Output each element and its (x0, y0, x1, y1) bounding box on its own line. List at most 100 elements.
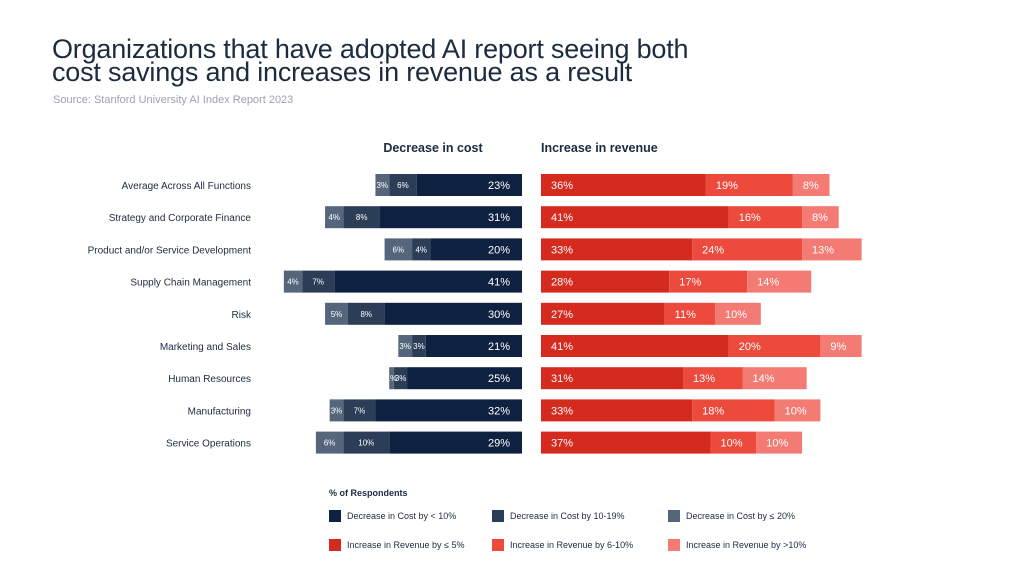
bar-revenue-segment (669, 270, 748, 293)
bar-revenue-segment (742, 367, 807, 390)
bar-cost-label: 4% (415, 245, 427, 254)
bar-cost-segment (315, 431, 344, 454)
bar-revenue-segment (664, 302, 716, 325)
chart-source: Source: Stanford University AI Index Rep… (53, 94, 294, 106)
legend-title: % of Respondents (329, 488, 408, 498)
bar-cost-label: 8% (356, 213, 368, 222)
bar-cost-segment (343, 431, 390, 454)
bar-cost-label: 20% (488, 244, 510, 256)
bar-revenue-segment (728, 206, 803, 229)
bar-cost-label: 4% (287, 278, 299, 287)
bar-cost-label: 6% (393, 245, 405, 254)
bar-cost-segment (283, 270, 303, 293)
bar-revenue-label: 33% (551, 244, 573, 256)
legend-swatch (668, 509, 680, 522)
bar-cost-segment (416, 174, 522, 196)
bar-cost-label: 7% (354, 406, 366, 415)
bar-cost-label: 23% (488, 180, 510, 192)
bar-cost-label: 6% (324, 439, 336, 448)
bar-revenue-label: 9% (830, 341, 846, 353)
bar-cost-segment (343, 206, 381, 229)
bar-revenue-segment (820, 335, 862, 357)
bar-revenue-label: 20% (739, 341, 761, 353)
bar-revenue-segment (541, 302, 665, 325)
legend-label: Decrease in Cost by ≤ 20% (686, 510, 795, 521)
bar-cost-segment (325, 206, 344, 229)
bar-revenue-label: 36% (551, 180, 573, 192)
bar-cost-label: 10% (358, 439, 374, 448)
legend-swatch (329, 509, 341, 522)
chart-title-line-1: Organizations that have adopted AI repor… (52, 34, 689, 64)
legend-swatch (492, 538, 504, 551)
bar-revenue-segment (682, 367, 743, 390)
bar-revenue-segment (747, 270, 812, 293)
bar-cost-label: 3% (399, 342, 411, 351)
legend-label: Increase in Revenue by >10% (686, 539, 807, 550)
legend-item: Decrease in Cost by 10-19% (492, 509, 625, 522)
bar-cost-label: 41% (488, 277, 510, 289)
bar-cost-segment (389, 431, 522, 454)
bar-cost-segment (325, 302, 348, 325)
legend-label: Decrease in Cost by < 10% (347, 510, 457, 521)
bar-revenue-segment (541, 367, 683, 390)
bar-cost-segment (407, 367, 522, 390)
bar-revenue-segment (541, 206, 729, 229)
bar-cost-segment (412, 335, 426, 357)
bar-revenue-segment (728, 335, 821, 357)
bar-cost-label: 6% (397, 181, 409, 190)
bar-revenue-label: 13% (693, 373, 715, 385)
bar-revenue-label: 27% (551, 309, 573, 321)
bar-revenue-segment (541, 238, 693, 261)
bar-revenue-segment (774, 399, 821, 422)
bar-cost-label: 3% (331, 406, 343, 415)
bar-cost-segment (375, 174, 390, 196)
legend-swatch (668, 538, 680, 551)
bar-revenue-segment (692, 399, 775, 422)
bar-revenue-segment (792, 174, 830, 196)
bar-revenue-label: 24% (702, 244, 724, 256)
bar-revenue-label: 11% (675, 309, 696, 321)
bar-revenue-label: 31% (551, 373, 573, 385)
legend-swatch (492, 509, 504, 522)
bar-revenue-label: 17% (679, 277, 701, 289)
bar-revenue-segment (541, 335, 729, 357)
bar-revenue-label: 19% (716, 180, 738, 192)
bar-cost-segment (425, 335, 522, 357)
bar-revenue-label: 18% (702, 405, 724, 417)
bar-revenue-segment (705, 174, 793, 196)
bar-cost-label: 21% (488, 341, 510, 353)
legend-label: Increase in Revenue by ≤ 5% (347, 539, 465, 550)
category-label: Average Across All Functions (122, 181, 251, 192)
bar-cost-label: 3% (413, 342, 425, 351)
chart-title-line-2: cost savings and increases in revenue as… (52, 57, 633, 87)
category-label: Human Resources (168, 374, 251, 385)
bar-cost-label: 3% (377, 181, 389, 190)
legend-item: Decrease in Cost by ≤ 20% (668, 509, 795, 522)
category-label: Risk (232, 310, 252, 321)
bar-revenue-label: 41% (551, 212, 573, 224)
bar-cost-label: 25% (488, 373, 510, 385)
legend-item: Increase in Revenue by ≤ 5% (329, 538, 465, 551)
bar-revenue-label: 10% (785, 405, 807, 417)
bar-revenue-segment (541, 399, 693, 422)
bar-cost-label: 3% (395, 374, 407, 383)
bar-cost-label: 5% (331, 310, 343, 319)
bar-revenue-label: 13% (812, 244, 834, 256)
legend-label: Decrease in Cost by 10-19% (510, 510, 625, 521)
bar-revenue-label: 37% (551, 438, 573, 450)
legend-label: Increase in Revenue by 6-10% (510, 539, 634, 550)
bar-cost-label: 31% (488, 212, 510, 224)
bar-cost-label: 29% (488, 438, 510, 450)
bar-revenue-segment (756, 431, 803, 454)
bar-cost-segment (334, 270, 522, 293)
bar-revenue-label: 41% (551, 341, 573, 353)
bar-cost-segment (384, 238, 413, 261)
bar-revenue-label: 28% (551, 277, 573, 289)
bar-cost-segment (398, 335, 413, 357)
bar-revenue-segment (692, 238, 803, 261)
category-label: Marketing and Sales (160, 342, 251, 353)
bar-revenue-segment (541, 174, 706, 196)
bar-revenue-label: 10% (720, 438, 742, 450)
bar-cost-label: 7% (312, 278, 324, 287)
